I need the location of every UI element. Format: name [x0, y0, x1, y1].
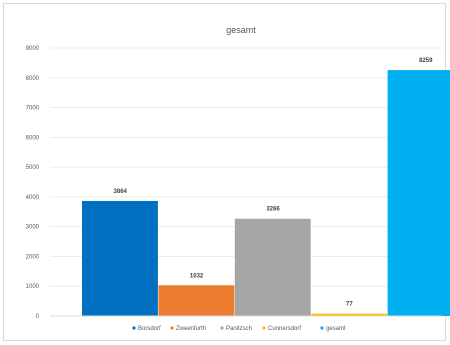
bars [82, 70, 450, 316]
legend-label: Zweenfurth [176, 326, 206, 332]
legend-marker [320, 326, 324, 330]
y-tick-label: 8000 [26, 76, 40, 82]
y-tick-label: 5000 [26, 165, 40, 171]
y-tick-label: 9000 [26, 46, 40, 52]
legend-marker [220, 326, 224, 330]
legend-label: Panitzsch [226, 326, 252, 332]
data-label: 1032 [190, 273, 204, 279]
bar-panitzsch [234, 218, 311, 316]
data-label: 8259 [419, 58, 433, 64]
y-tick-label: 1000 [26, 284, 40, 290]
y-tick-label: 7000 [26, 106, 40, 112]
bar-cunnersdorf [311, 313, 388, 316]
y-tick-label: 2000 [26, 254, 40, 260]
y-tick-label: 4000 [26, 195, 40, 201]
data-label: 77 [346, 302, 353, 308]
bar-borsdorf [82, 200, 158, 316]
y-tick-label: 3000 [26, 225, 40, 231]
data-label: 3864 [114, 189, 128, 195]
legend: Borsdorf Zweenfurth Panitzsch Cunnersdorf ge… [132, 326, 346, 332]
legend-marker [170, 326, 174, 330]
bar-zweenfurth [158, 285, 235, 316]
chart-title: gesamt [226, 25, 256, 35]
legend-label: gesamt [326, 326, 346, 332]
y-tick-label: 6000 [26, 135, 40, 141]
y-axis-ticks: 0 1000 2000 3000 4000 5000 6000 7000 8000 9000 [26, 46, 40, 320]
bar-gesamt [387, 70, 450, 316]
legend-marker [262, 326, 266, 330]
data-label: 3266 [266, 207, 280, 213]
data-labels: 3864 1032 3266 77 8259 [114, 58, 434, 308]
chart-frame [3, 3, 446, 341]
legend-label: Cunnersdorf [268, 326, 301, 332]
y-tick-label: 0 [36, 314, 40, 320]
legend-marker [132, 326, 136, 330]
legend-label: Borsdorf [138, 326, 161, 332]
